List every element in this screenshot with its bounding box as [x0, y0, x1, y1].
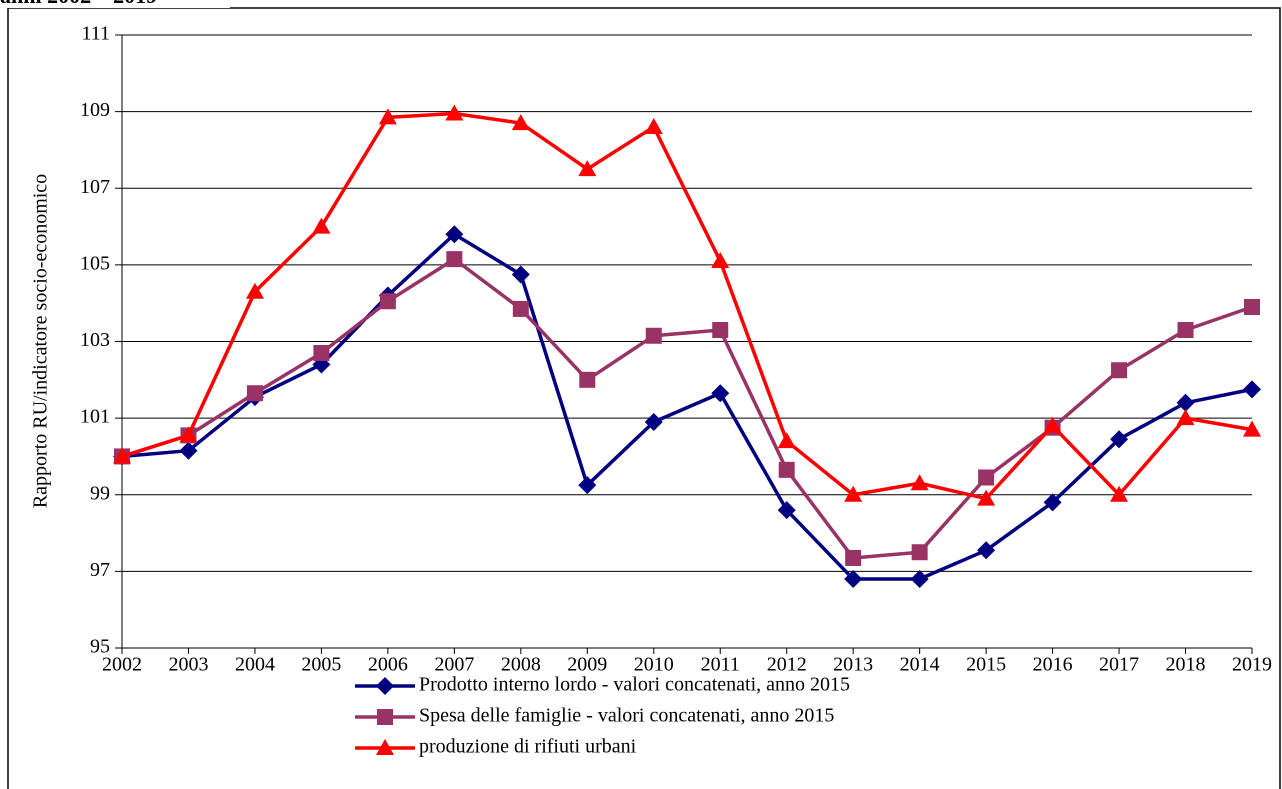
y-tick-label: 95: [90, 636, 110, 658]
x-tick-label: 2006: [368, 654, 408, 676]
x-tick-label: 2014: [900, 654, 940, 676]
x-tick-label: 2016: [1033, 654, 1073, 676]
point: [910, 474, 929, 491]
point: [845, 549, 862, 566]
legend-label: Prodotto interno lordo - valori concaten…: [419, 674, 850, 696]
x-tick-label: 2002: [102, 654, 142, 676]
point: [312, 217, 331, 234]
x-tick-label: 2011: [701, 654, 740, 676]
x-tick-label: 2003: [168, 654, 208, 676]
point: [179, 426, 198, 443]
x-tick-label: 2015: [966, 654, 1006, 676]
point: [844, 570, 863, 589]
point: [179, 441, 198, 460]
y-tick-label: 101: [80, 406, 110, 428]
point: [445, 104, 464, 121]
point: [511, 265, 530, 284]
point: [113, 447, 131, 464]
point: [1043, 416, 1062, 433]
point: [777, 432, 796, 449]
point: [844, 485, 863, 502]
y-tick-label: 109: [80, 99, 110, 121]
point: [245, 282, 264, 299]
point: [712, 322, 729, 339]
point: [313, 344, 330, 361]
point: [645, 327, 662, 344]
x-tick-label: 2012: [767, 654, 807, 676]
point: [977, 489, 996, 506]
point: [778, 461, 795, 478]
x-tick-label: 2007: [434, 654, 474, 676]
point: [644, 412, 663, 431]
point: [911, 544, 928, 561]
point: [910, 570, 929, 589]
chart-frame: [7, 7, 1281, 789]
legend-label: Spesa delle famiglie - valori concatenat…: [419, 705, 834, 727]
x-tick-label: 2013: [833, 654, 873, 676]
x-tick-label: 2019: [1232, 654, 1272, 676]
point: [445, 225, 464, 244]
point: [978, 469, 995, 486]
point: [1243, 380, 1261, 399]
point: [379, 293, 396, 310]
point: [1177, 322, 1194, 339]
point: [377, 709, 393, 725]
point: [578, 476, 597, 495]
point: [246, 385, 263, 402]
point: [578, 160, 597, 177]
point: [1176, 409, 1195, 426]
point: [579, 371, 596, 388]
x-tick-label: 2005: [301, 654, 341, 676]
series-line: [121, 111, 1253, 501]
chart-title: anni 2002 – 2019: [0, 0, 157, 8]
point: [711, 252, 730, 269]
point: [1176, 393, 1195, 412]
point: [1111, 362, 1128, 379]
y-axis-label: Rapporto RU/indicatore socio-economico: [30, 174, 52, 508]
point: [1043, 493, 1062, 512]
point: [711, 384, 730, 403]
x-tick-label: 2010: [634, 654, 674, 676]
x-tick-label: 2004: [235, 654, 275, 676]
point: [376, 677, 394, 695]
point: [1244, 299, 1260, 316]
y-tick-label: 103: [80, 329, 110, 351]
point: [512, 300, 529, 317]
x-tick-label: 2008: [501, 654, 541, 676]
point: [1243, 420, 1261, 437]
point: [511, 114, 530, 131]
point: [644, 117, 663, 134]
x-tick-label: 2018: [1166, 654, 1206, 676]
point: [378, 108, 397, 125]
x-tick-label: 2017: [1099, 654, 1139, 676]
x-tick-label: 2009: [567, 654, 607, 676]
point: [777, 501, 796, 520]
point: [1110, 430, 1129, 449]
point: [376, 739, 394, 755]
y-tick-label: 107: [80, 176, 110, 198]
point: [446, 251, 463, 268]
title-backdrop: [0, 0, 230, 8]
y-tick-label: 97: [90, 559, 110, 581]
legend-label: produzione di rifiuti urbani: [419, 736, 637, 758]
point: [1110, 485, 1129, 502]
point: [977, 541, 996, 560]
y-tick-label: 99: [90, 482, 110, 504]
series-line: [121, 232, 1253, 581]
y-tick-label: 111: [81, 23, 110, 45]
series-line: [121, 257, 1253, 560]
y-tick-label: 105: [80, 252, 110, 274]
